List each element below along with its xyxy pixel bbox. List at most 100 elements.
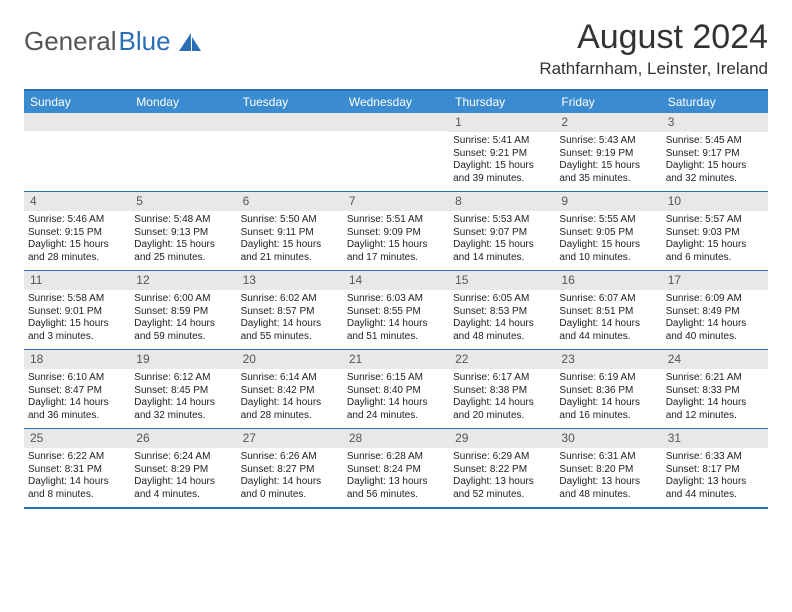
- day-details: Sunrise: 6:22 AMSunset: 8:31 PMDaylight:…: [24, 450, 130, 507]
- detail-line: and 25 minutes.: [134, 252, 232, 265]
- day-details: Sunrise: 5:53 AMSunset: 9:07 PMDaylight:…: [449, 213, 555, 270]
- day-cell: 26Sunrise: 6:24 AMSunset: 8:29 PMDayligh…: [130, 429, 236, 507]
- detail-line: and 10 minutes.: [559, 252, 657, 265]
- detail-line: Sunset: 8:57 PM: [241, 306, 339, 319]
- day-number: 27: [237, 429, 343, 448]
- day-details: Sunrise: 6:21 AMSunset: 8:33 PMDaylight:…: [662, 371, 768, 428]
- day-number: [24, 113, 130, 131]
- day-details: Sunrise: 6:19 AMSunset: 8:36 PMDaylight:…: [555, 371, 661, 428]
- detail-line: and 52 minutes.: [453, 489, 551, 502]
- day-number: 21: [343, 350, 449, 369]
- detail-line: and 35 minutes.: [559, 173, 657, 186]
- day-number: 18: [24, 350, 130, 369]
- day-cell: 25Sunrise: 6:22 AMSunset: 8:31 PMDayligh…: [24, 429, 130, 507]
- day-cell: 30Sunrise: 6:31 AMSunset: 8:20 PMDayligh…: [555, 429, 661, 507]
- detail-line: Sunrise: 5:57 AM: [666, 214, 764, 227]
- detail-line: Daylight: 15 hours: [559, 239, 657, 252]
- detail-line: Daylight: 14 hours: [559, 318, 657, 331]
- detail-line: Daylight: 13 hours: [453, 476, 551, 489]
- day-details: Sunrise: 6:15 AMSunset: 8:40 PMDaylight:…: [343, 371, 449, 428]
- detail-line: Sunset: 9:19 PM: [559, 148, 657, 161]
- detail-line: and 44 minutes.: [559, 331, 657, 344]
- day-details: [130, 133, 236, 140]
- detail-line: Daylight: 15 hours: [134, 239, 232, 252]
- day-details: [237, 133, 343, 140]
- title-block: August 2024 Rathfarnham, Leinster, Irela…: [539, 18, 768, 79]
- detail-line: Sunset: 8:40 PM: [347, 385, 445, 398]
- day-details: Sunrise: 6:29 AMSunset: 8:22 PMDaylight:…: [449, 450, 555, 507]
- detail-line: Sunrise: 6:12 AM: [134, 372, 232, 385]
- detail-line: Sunrise: 5:46 AM: [28, 214, 126, 227]
- day-details: Sunrise: 5:41 AMSunset: 9:21 PMDaylight:…: [449, 134, 555, 191]
- day-details: Sunrise: 6:33 AMSunset: 8:17 PMDaylight:…: [662, 450, 768, 507]
- day-number: 12: [130, 271, 236, 290]
- day-details: Sunrise: 6:03 AMSunset: 8:55 PMDaylight:…: [343, 292, 449, 349]
- brand-part2: Blue: [119, 26, 171, 57]
- detail-line: Sunrise: 6:28 AM: [347, 451, 445, 464]
- weekday-header: Saturday: [662, 91, 768, 113]
- day-cell: 9Sunrise: 5:55 AMSunset: 9:05 PMDaylight…: [555, 192, 661, 270]
- detail-line: Sunset: 8:31 PM: [28, 464, 126, 477]
- day-cell: 13Sunrise: 6:02 AMSunset: 8:57 PMDayligh…: [237, 271, 343, 349]
- detail-line: and 32 minutes.: [666, 173, 764, 186]
- detail-line: and 59 minutes.: [134, 331, 232, 344]
- day-number: 14: [343, 271, 449, 290]
- weekday-header: Thursday: [449, 91, 555, 113]
- detail-line: Sunset: 8:29 PM: [134, 464, 232, 477]
- day-number: 3: [662, 113, 768, 132]
- week-row: 18Sunrise: 6:10 AMSunset: 8:47 PMDayligh…: [24, 350, 768, 429]
- detail-line: and 28 minutes.: [241, 410, 339, 423]
- detail-line: Sunset: 8:53 PM: [453, 306, 551, 319]
- day-cell: 22Sunrise: 6:17 AMSunset: 8:38 PMDayligh…: [449, 350, 555, 428]
- day-cell: 5Sunrise: 5:48 AMSunset: 9:13 PMDaylight…: [130, 192, 236, 270]
- detail-line: and 16 minutes.: [559, 410, 657, 423]
- day-cell: [343, 113, 449, 191]
- detail-line: and 28 minutes.: [28, 252, 126, 265]
- day-cell: 20Sunrise: 6:14 AMSunset: 8:42 PMDayligh…: [237, 350, 343, 428]
- detail-line: Sunrise: 6:17 AM: [453, 372, 551, 385]
- day-cell: 4Sunrise: 5:46 AMSunset: 9:15 PMDaylight…: [24, 192, 130, 270]
- day-number: 22: [449, 350, 555, 369]
- day-details: Sunrise: 5:58 AMSunset: 9:01 PMDaylight:…: [24, 292, 130, 349]
- day-cell: [24, 113, 130, 191]
- day-cell: 1Sunrise: 5:41 AMSunset: 9:21 PMDaylight…: [449, 113, 555, 191]
- detail-line: Sunset: 9:11 PM: [241, 227, 339, 240]
- detail-line: and 40 minutes.: [666, 331, 764, 344]
- calendar-page: GeneralBlue August 2024 Rathfarnham, Lei…: [0, 0, 792, 527]
- day-details: Sunrise: 6:14 AMSunset: 8:42 PMDaylight:…: [237, 371, 343, 428]
- detail-line: Daylight: 15 hours: [453, 239, 551, 252]
- day-number: 4: [24, 192, 130, 211]
- detail-line: Sunrise: 6:31 AM: [559, 451, 657, 464]
- day-cell: 11Sunrise: 5:58 AMSunset: 9:01 PMDayligh…: [24, 271, 130, 349]
- detail-line: and 44 minutes.: [666, 489, 764, 502]
- detail-line: Sunrise: 6:29 AM: [453, 451, 551, 464]
- detail-line: Sunrise: 6:05 AM: [453, 293, 551, 306]
- detail-line: Sunrise: 6:19 AM: [559, 372, 657, 385]
- detail-line: Sunset: 9:01 PM: [28, 306, 126, 319]
- detail-line: Sunset: 8:27 PM: [241, 464, 339, 477]
- day-cell: 8Sunrise: 5:53 AMSunset: 9:07 PMDaylight…: [449, 192, 555, 270]
- day-number: 9: [555, 192, 661, 211]
- detail-line: Daylight: 15 hours: [28, 239, 126, 252]
- detail-line: Daylight: 14 hours: [347, 318, 445, 331]
- detail-line: and 24 minutes.: [347, 410, 445, 423]
- header-bar: GeneralBlue August 2024 Rathfarnham, Lei…: [24, 18, 768, 79]
- detail-line: Sunset: 9:07 PM: [453, 227, 551, 240]
- detail-line: Daylight: 14 hours: [559, 397, 657, 410]
- detail-line: Sunset: 8:45 PM: [134, 385, 232, 398]
- detail-line: Sunset: 8:20 PM: [559, 464, 657, 477]
- detail-line: Daylight: 14 hours: [134, 476, 232, 489]
- detail-line: Sunset: 9:13 PM: [134, 227, 232, 240]
- day-details: Sunrise: 6:26 AMSunset: 8:27 PMDaylight:…: [237, 450, 343, 507]
- day-details: [24, 133, 130, 140]
- detail-line: Daylight: 14 hours: [241, 318, 339, 331]
- detail-line: Daylight: 14 hours: [453, 397, 551, 410]
- weekday-header-row: Sunday Monday Tuesday Wednesday Thursday…: [24, 91, 768, 113]
- detail-line: Sunrise: 6:02 AM: [241, 293, 339, 306]
- day-cell: 14 Sunrise: 6:03 AMSunset: 8:55 PMDayligh…: [343, 271, 449, 349]
- detail-line: Daylight: 14 hours: [347, 397, 445, 410]
- day-details: Sunrise: 6:02 AMSunset: 8:57 PMDaylight:…: [237, 292, 343, 349]
- detail-line: and 6 minutes.: [666, 252, 764, 265]
- detail-line: Sunrise: 5:41 AM: [453, 135, 551, 148]
- day-details: Sunrise: 5:45 AMSunset: 9:17 PMDaylight:…: [662, 134, 768, 191]
